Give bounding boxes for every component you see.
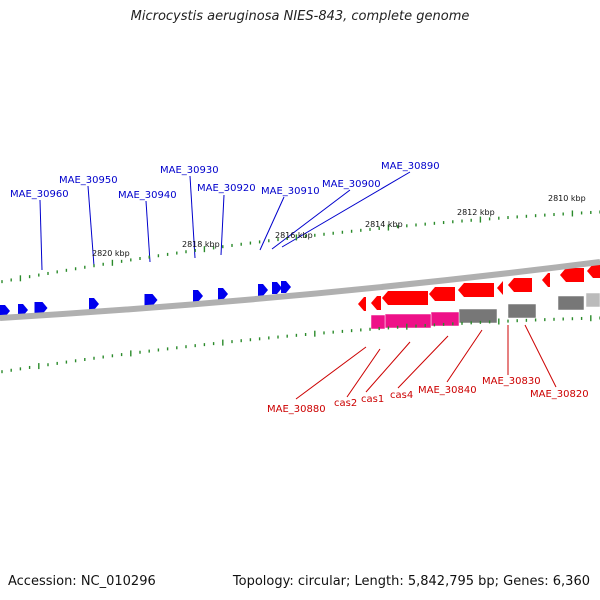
forward-gene (144, 294, 158, 306)
forward-gene (18, 304, 28, 316)
reverse-gene (382, 291, 428, 305)
gene-block (370, 314, 386, 330)
label-leader-line (87, 185, 95, 267)
scale-label-2810: 2810 kbp (548, 194, 586, 203)
gene-label-cas4[interactable]: cas4 (390, 390, 413, 401)
forward-gene (272, 282, 282, 294)
label-leader-line (295, 346, 367, 400)
forward-gene (281, 281, 291, 293)
forward-gene (0, 305, 10, 317)
label-leader-line (365, 341, 411, 393)
label-leader-line (259, 196, 285, 251)
gene-block (585, 292, 600, 308)
gene-label-mae-30940[interactable]: MAE_30940 (118, 190, 177, 201)
forward-gene (193, 290, 203, 302)
gene-label-mae-30890[interactable]: MAE_30890 (381, 161, 440, 172)
gene-label-mae-30820[interactable]: MAE_30820 (530, 389, 589, 400)
reverse-gene (542, 273, 550, 287)
gene-label-mae-30900[interactable]: MAE_30900 (322, 179, 381, 190)
scale-label-2820: 2820 kbp (92, 249, 130, 258)
reverse-gene (358, 297, 366, 311)
forward-gene (34, 302, 48, 314)
gene-label-mae-30910[interactable]: MAE_30910 (261, 186, 320, 197)
gene-block (507, 303, 537, 319)
label-leader-line (271, 189, 351, 250)
reverse-gene (587, 264, 600, 278)
gene-label-cas2[interactable]: cas2 (334, 398, 357, 409)
label-leader-line (39, 199, 43, 271)
gene-label-mae-30830[interactable]: MAE_30830 (482, 376, 541, 387)
gene-block (430, 311, 460, 327)
scale-label-2812: 2812 kbp (457, 208, 495, 217)
topology-text: Topology: circular; Length: 5,842,795 bp… (232, 574, 590, 589)
scale-label-2816: 2816 kbp (275, 231, 313, 240)
reverse-gene (371, 296, 381, 310)
gene-label-mae-30960[interactable]: MAE_30960 (10, 189, 69, 200)
scale-label-2814: 2814 kbp (365, 220, 403, 229)
label-leader-line (446, 329, 483, 383)
forward-gene (258, 284, 268, 296)
genome-title: Microcystis aeruginosa NIES-843, complet… (130, 9, 470, 24)
backbone-ring-outer (0, 259, 600, 321)
label-leader-line (281, 171, 411, 248)
accession-text: Accession: NC_010296 (8, 574, 156, 589)
gene-block (384, 313, 432, 329)
reverse-gene (458, 283, 494, 297)
label-leader-line (220, 194, 225, 256)
gene-label-mae-30840[interactable]: MAE_30840 (418, 385, 477, 396)
reverse-gene (560, 268, 584, 282)
gene-label-mae-30930[interactable]: MAE_30930 (160, 165, 219, 176)
forward-gene (218, 288, 228, 300)
reverse-gene (508, 278, 532, 292)
label-leader-line (145, 200, 151, 263)
reverse-gene (497, 281, 503, 295)
label-leader-line (524, 324, 557, 388)
scale-label-2818: 2818 kbp (182, 240, 220, 249)
reverse-gene (429, 287, 455, 301)
gene-label-mae-30920[interactable]: MAE_30920 (197, 183, 256, 194)
label-leader-line (397, 335, 449, 389)
label-leader-line (346, 348, 381, 398)
forward-gene (89, 298, 99, 310)
label-leader-line (189, 175, 196, 259)
gene-label-mae-30950[interactable]: MAE_30950 (59, 175, 118, 186)
gene-block (557, 295, 585, 311)
gene-block (458, 308, 498, 324)
gene-label-mae-30880[interactable]: MAE_30880 (267, 404, 326, 415)
gene-label-cas1[interactable]: cas1 (361, 394, 384, 405)
